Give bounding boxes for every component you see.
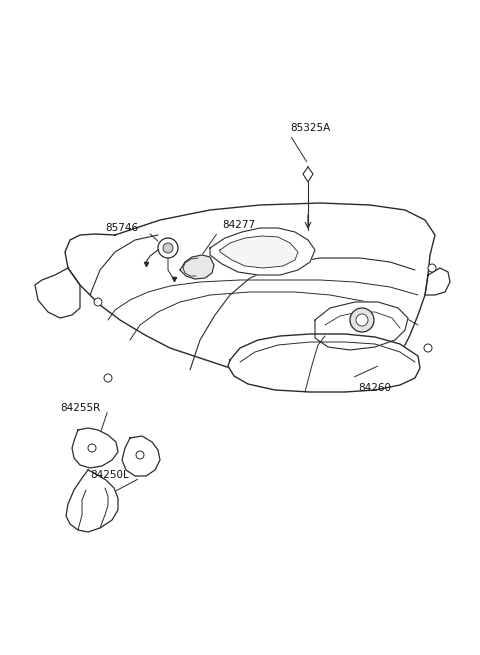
Polygon shape [66,470,118,532]
Text: 84260: 84260 [358,383,391,393]
Polygon shape [72,428,118,468]
Circle shape [163,243,173,253]
Circle shape [428,264,436,272]
Text: 84277: 84277 [222,220,255,230]
Polygon shape [210,228,315,275]
Polygon shape [122,436,160,476]
Circle shape [94,298,102,306]
Text: 84250L: 84250L [91,470,130,480]
Text: 84255R: 84255R [60,403,100,413]
Polygon shape [180,255,214,279]
Polygon shape [35,268,80,318]
Circle shape [424,344,432,352]
Circle shape [158,238,178,258]
Circle shape [104,374,112,382]
Polygon shape [228,334,420,392]
Circle shape [350,308,374,332]
Polygon shape [315,302,408,350]
Text: 85746: 85746 [105,223,138,233]
Polygon shape [303,167,313,182]
Circle shape [356,314,368,326]
Circle shape [136,451,144,459]
Circle shape [88,444,96,452]
Text: 85325A: 85325A [290,123,330,133]
Polygon shape [65,203,435,380]
Polygon shape [220,236,298,268]
Polygon shape [425,268,450,295]
